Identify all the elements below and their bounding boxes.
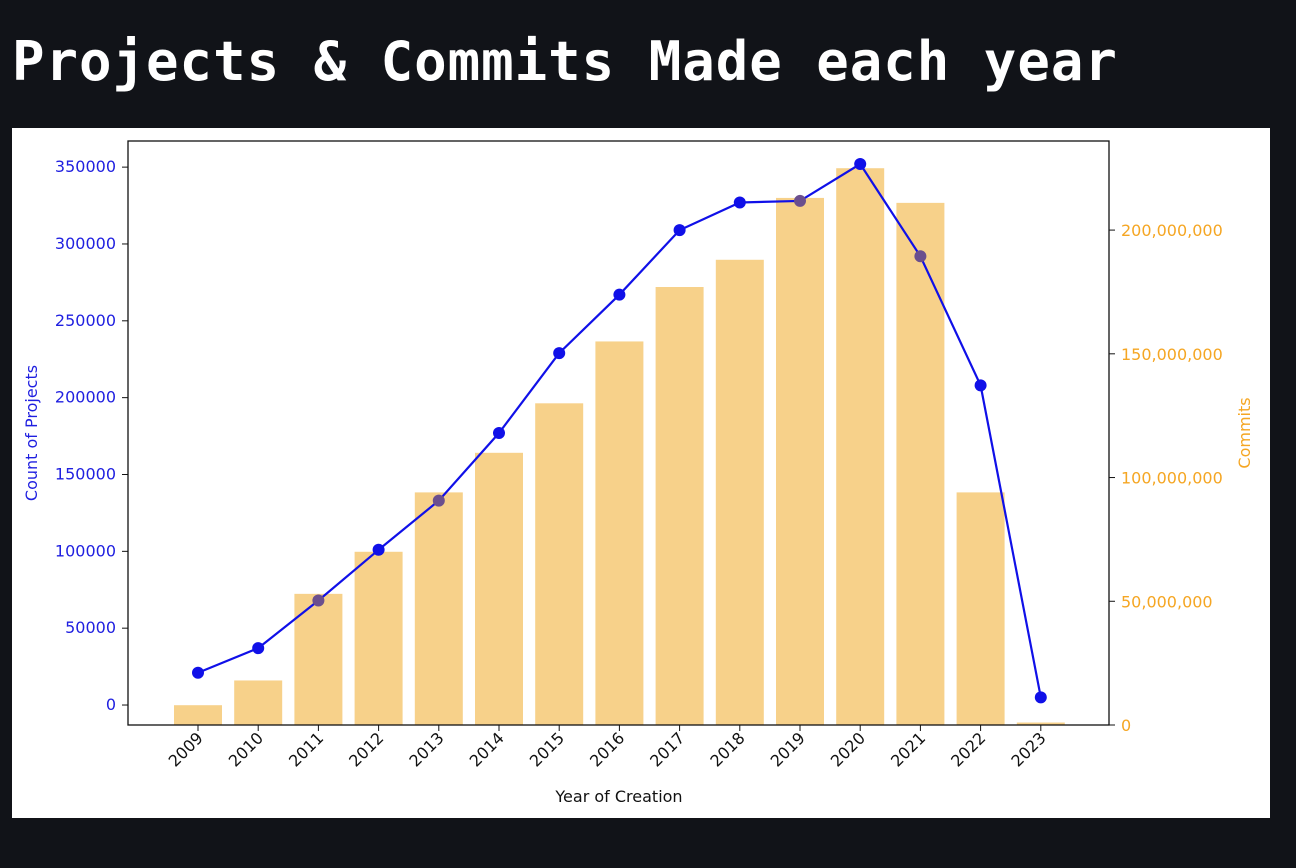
left-tick-label: 250000 [55,311,116,330]
point-2020 [854,158,867,171]
point-2018 [733,196,746,209]
right-tick-label: 50,000,000 [1121,592,1213,611]
point-2023 [1034,691,1047,704]
x-tick-label: 2017 [646,728,688,770]
x-tick-label: 2009 [165,728,207,770]
x-tick-label: 2021 [887,728,929,770]
bar-2014 [475,452,523,725]
left-tick-label: 150000 [55,464,116,483]
x-tick-label: 2014 [466,728,508,770]
point-2011 [312,594,325,607]
plot-frame [127,140,1110,726]
x-tick-label: 2020 [827,728,869,770]
x-tick-label: 2013 [405,728,447,770]
x-tick-label: 2016 [586,728,628,770]
x-axis-title: Year of Creation [554,787,682,806]
combo-bar-line-chart: 0 50000 100000 150000 200000 250000 300000 3500… [22,140,1254,806]
x-tick-label: 2015 [526,728,568,770]
page-title: Projects & Commits Made each year [12,30,1118,93]
right-tick-label: 100,000,000 [1121,469,1223,488]
x-tick-label: 2022 [947,728,989,770]
x-tick-label: 2011 [285,728,327,770]
x-axis-ticks: 2009 2010 2011 2012 2013 2014 2015 2016 2017 2018… [165,725,1050,771]
right-axis-ticks: 0 50,000,000 100,000,000 150,000,000 200,000… [1109,221,1223,735]
left-axis-ticks: 0 50000 100000 150000 200000 250000 300000 3500… [55,157,128,714]
left-tick-label: 200000 [55,388,116,407]
point-2016 [613,288,626,301]
bar-2012 [354,551,403,725]
right-tick-label: 200,000,000 [1121,221,1223,240]
right-tick-label: 150,000,000 [1121,345,1223,364]
chart-axes [127,140,1110,726]
x-tick-label: 2010 [225,728,267,770]
right-axis-title: Commits [1235,397,1254,468]
bar-2017 [655,287,704,725]
x-tick-label: 2012 [345,728,387,770]
bar-2021 [896,202,945,726]
point-2009 [192,666,204,679]
x-tick-label: 2019 [767,728,809,770]
x-tick-label: 2018 [706,728,748,770]
left-axis-title: Count of Projects [22,365,41,501]
chart-panel: 0 50000 100000 150000 200000 250000 300000 3500… [12,128,1270,818]
right-tick-label: 0 [1121,716,1131,735]
point-2022 [974,379,987,392]
left-tick-label: 0 [106,695,116,714]
bar-2023 [1016,722,1065,725]
left-tick-label: 50000 [65,618,116,637]
point-2019 [794,194,806,207]
bar-2011 [294,593,343,725]
bar-2013 [414,492,463,725]
left-tick-label: 300000 [55,234,116,253]
projects-line [192,158,1047,704]
bar-2020 [836,168,885,725]
left-tick-label: 350000 [55,157,116,176]
point-2014 [493,427,505,439]
commits-bars [174,168,1065,726]
point-2015 [553,347,566,360]
left-tick-label: 100000 [55,541,116,560]
bar-2010 [234,680,283,725]
point-2021 [914,250,927,263]
point-2012 [372,543,385,556]
bar-2018 [715,259,764,725]
point-2017 [673,224,686,237]
x-tick-label: 2023 [1007,728,1049,770]
bar-2009 [174,705,222,725]
bar-2015 [535,403,584,725]
bar-2022 [956,492,1005,725]
bar-2016 [595,341,644,725]
bar-2019 [776,197,824,725]
point-2013 [432,494,445,507]
point-2010 [252,642,265,655]
